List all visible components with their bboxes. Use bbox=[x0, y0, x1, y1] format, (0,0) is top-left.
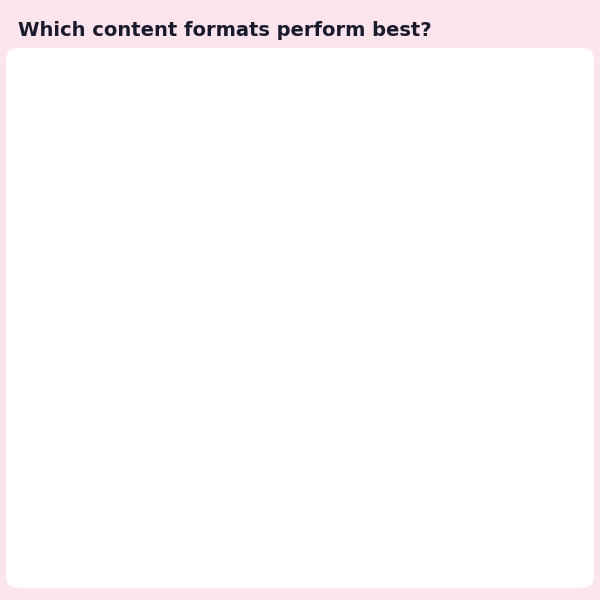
FancyBboxPatch shape bbox=[262, 305, 575, 331]
FancyBboxPatch shape bbox=[249, 461, 354, 479]
FancyBboxPatch shape bbox=[262, 275, 575, 300]
FancyBboxPatch shape bbox=[262, 154, 575, 179]
Text: 6%: 6% bbox=[548, 524, 568, 537]
Text: 14%: 14% bbox=[548, 311, 576, 325]
FancyBboxPatch shape bbox=[249, 521, 327, 539]
Text: Offline events: Offline events bbox=[184, 342, 266, 355]
Text: Product guides/manuals: Product guides/manuals bbox=[124, 372, 266, 385]
Text: 11%: 11% bbox=[548, 463, 576, 476]
FancyBboxPatch shape bbox=[249, 491, 349, 509]
Text: Podcasts: Podcasts bbox=[214, 463, 266, 476]
FancyBboxPatch shape bbox=[262, 184, 575, 209]
FancyBboxPatch shape bbox=[249, 309, 370, 327]
FancyBboxPatch shape bbox=[262, 245, 575, 269]
Text: Data visualizations: Data visualizations bbox=[154, 433, 266, 446]
FancyBboxPatch shape bbox=[249, 127, 446, 145]
FancyBboxPatch shape bbox=[249, 218, 392, 236]
FancyBboxPatch shape bbox=[249, 187, 397, 206]
Text: Print and magazines: Print and magazines bbox=[145, 494, 266, 506]
Text: Video: Video bbox=[233, 68, 266, 82]
FancyBboxPatch shape bbox=[249, 278, 386, 297]
FancyBboxPatch shape bbox=[262, 367, 575, 391]
Text: Quizzes: Quizzes bbox=[220, 524, 266, 537]
FancyBboxPatch shape bbox=[262, 124, 575, 148]
FancyBboxPatch shape bbox=[249, 370, 354, 388]
Text: 10%: 10% bbox=[548, 494, 576, 506]
Text: 3%: 3% bbox=[548, 554, 568, 568]
Text: 17%: 17% bbox=[548, 251, 576, 264]
Text: Gated content: Gated content bbox=[181, 251, 266, 264]
Text: Success stories: Success stories bbox=[176, 130, 266, 142]
Text: 18%: 18% bbox=[548, 220, 576, 233]
Text: Which content formats perform best?: Which content formats perform best? bbox=[18, 21, 431, 40]
Text: Infographics: Infographics bbox=[193, 281, 266, 294]
Text: 24%: 24% bbox=[548, 160, 576, 173]
Text: Webinars and online events: Webinars and online events bbox=[102, 220, 266, 233]
Text: Research reports: Research reports bbox=[166, 403, 266, 416]
Text: 19%: 19% bbox=[548, 190, 576, 203]
FancyBboxPatch shape bbox=[249, 66, 538, 84]
FancyBboxPatch shape bbox=[262, 215, 575, 239]
FancyBboxPatch shape bbox=[262, 397, 575, 421]
Text: Case studies: Case studies bbox=[191, 190, 266, 203]
FancyBboxPatch shape bbox=[262, 457, 575, 482]
FancyBboxPatch shape bbox=[262, 63, 575, 88]
Text: 31%: 31% bbox=[548, 99, 576, 112]
FancyBboxPatch shape bbox=[249, 400, 354, 418]
FancyBboxPatch shape bbox=[249, 157, 424, 175]
FancyBboxPatch shape bbox=[249, 430, 354, 449]
FancyBboxPatch shape bbox=[262, 336, 575, 361]
FancyBboxPatch shape bbox=[262, 93, 575, 118]
FancyBboxPatch shape bbox=[262, 518, 575, 543]
Text: 11%: 11% bbox=[548, 433, 576, 446]
Text: 17%: 17% bbox=[548, 281, 576, 294]
Text: Other: Other bbox=[232, 554, 266, 568]
FancyBboxPatch shape bbox=[249, 552, 311, 570]
FancyBboxPatch shape bbox=[249, 339, 359, 358]
FancyBboxPatch shape bbox=[249, 97, 462, 115]
FancyBboxPatch shape bbox=[262, 427, 575, 452]
Text: 28%: 28% bbox=[548, 130, 576, 142]
Text: Long-form blog posts: Long-form blog posts bbox=[141, 160, 266, 173]
Text: 11%: 11% bbox=[548, 403, 576, 416]
FancyBboxPatch shape bbox=[262, 488, 575, 512]
Text: White Papers: White Papers bbox=[188, 311, 266, 325]
Text: Short-form articles: Short-form articles bbox=[155, 99, 266, 112]
FancyBboxPatch shape bbox=[262, 548, 575, 573]
Text: 12%: 12% bbox=[548, 342, 576, 355]
FancyBboxPatch shape bbox=[249, 248, 386, 266]
Text: 45%: 45% bbox=[548, 68, 577, 82]
Text: 11%: 11% bbox=[548, 372, 576, 385]
